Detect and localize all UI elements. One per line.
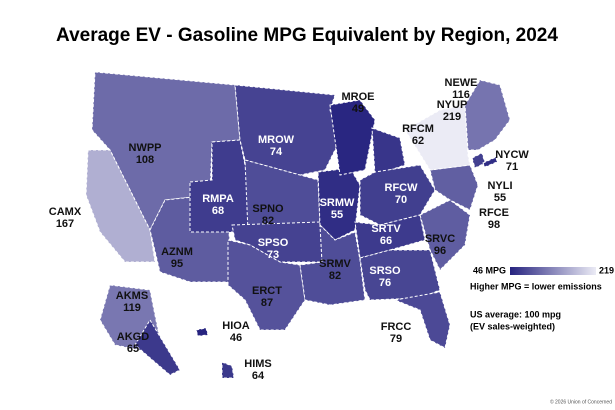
region-value: 95 xyxy=(171,258,183,270)
region-value: 71 xyxy=(506,161,518,173)
region-name: SPNO xyxy=(252,203,284,215)
region-name: NEWE xyxy=(445,77,478,89)
region xyxy=(195,327,209,337)
region-value: 70 xyxy=(395,194,407,206)
region-value: 64 xyxy=(252,370,265,382)
legend-caption: Higher MPG = lower emissions xyxy=(470,281,602,291)
region xyxy=(299,223,366,306)
regions xyxy=(85,71,511,379)
region-name: ERCT xyxy=(252,285,282,297)
region-value: 116 xyxy=(452,89,470,101)
region xyxy=(85,149,156,263)
region-value: 76 xyxy=(379,277,391,289)
region xyxy=(482,156,498,168)
region-name: SRTV xyxy=(371,223,401,235)
region xyxy=(234,84,341,176)
region-value: 219 xyxy=(443,111,461,123)
note-line: (EV sales-weighted) xyxy=(470,321,555,331)
region-name: SPSO xyxy=(258,237,289,249)
region-name: MROW xyxy=(258,134,295,146)
region-name: SRMW xyxy=(320,197,355,209)
region-value: 82 xyxy=(329,270,341,282)
region xyxy=(227,239,306,331)
legend-min: 46 MPG xyxy=(473,265,506,275)
region-name: FRCC xyxy=(381,321,412,333)
region xyxy=(464,79,511,151)
region xyxy=(419,199,471,271)
region-value: 55 xyxy=(494,192,506,204)
region-value: 46 xyxy=(230,332,242,344)
region-value: 98 xyxy=(488,219,500,231)
region-name: AKMS xyxy=(116,290,148,302)
region xyxy=(189,139,249,233)
region-value: 108 xyxy=(136,154,154,166)
region-value: 49 xyxy=(352,103,364,115)
region xyxy=(329,99,376,176)
region-value: 55 xyxy=(331,209,343,221)
region xyxy=(134,319,181,376)
region-name: SRMV xyxy=(319,258,351,270)
legend-bar xyxy=(510,267,596,275)
region-name: AKGD xyxy=(117,331,149,343)
region-name: RFCE xyxy=(479,207,509,219)
region xyxy=(359,164,436,226)
region-name: HIMS xyxy=(244,358,272,370)
region-name: RFCW xyxy=(385,182,419,194)
region-name: AZNM xyxy=(161,246,193,258)
region-value: 65 xyxy=(127,343,139,355)
region-name: NWPP xyxy=(129,142,162,154)
region-value: 74 xyxy=(270,146,283,158)
region-value: 167 xyxy=(56,218,74,230)
region xyxy=(404,104,471,171)
credit: © 2026 Union of Concerned xyxy=(550,398,612,405)
region xyxy=(371,127,406,176)
region-value: 119 xyxy=(123,302,141,314)
region-value: 82 xyxy=(262,215,274,227)
region-name: NYLI xyxy=(487,180,512,192)
region-name: HIOA xyxy=(222,320,250,332)
region-name: NYCW xyxy=(495,149,529,161)
region-value: 66 xyxy=(380,235,392,247)
region-value: 96 xyxy=(434,245,446,257)
region-name: RMPA xyxy=(202,193,234,205)
region-value: 87 xyxy=(261,297,273,309)
region-value: 73 xyxy=(267,249,279,261)
region-value: 62 xyxy=(412,135,424,147)
region-name: SRVC xyxy=(425,233,455,245)
region-name: NYUP xyxy=(437,99,468,111)
region-value: 79 xyxy=(390,333,402,345)
region xyxy=(359,249,441,301)
region-name: RFCM xyxy=(402,123,434,135)
region-value: 68 xyxy=(212,205,224,217)
region-name: MROE xyxy=(342,91,375,103)
region xyxy=(471,152,486,169)
map-title: Average EV - Gasoline MPG Equivalent by … xyxy=(56,25,558,46)
region-name: CAMX xyxy=(49,206,82,218)
region xyxy=(393,291,451,349)
region xyxy=(221,361,235,379)
region xyxy=(354,214,426,259)
region xyxy=(244,159,321,233)
region-name: SRSO xyxy=(369,265,401,277)
note-line: US average: 100 mpg xyxy=(470,309,561,319)
legend-max: 219 xyxy=(599,265,614,275)
